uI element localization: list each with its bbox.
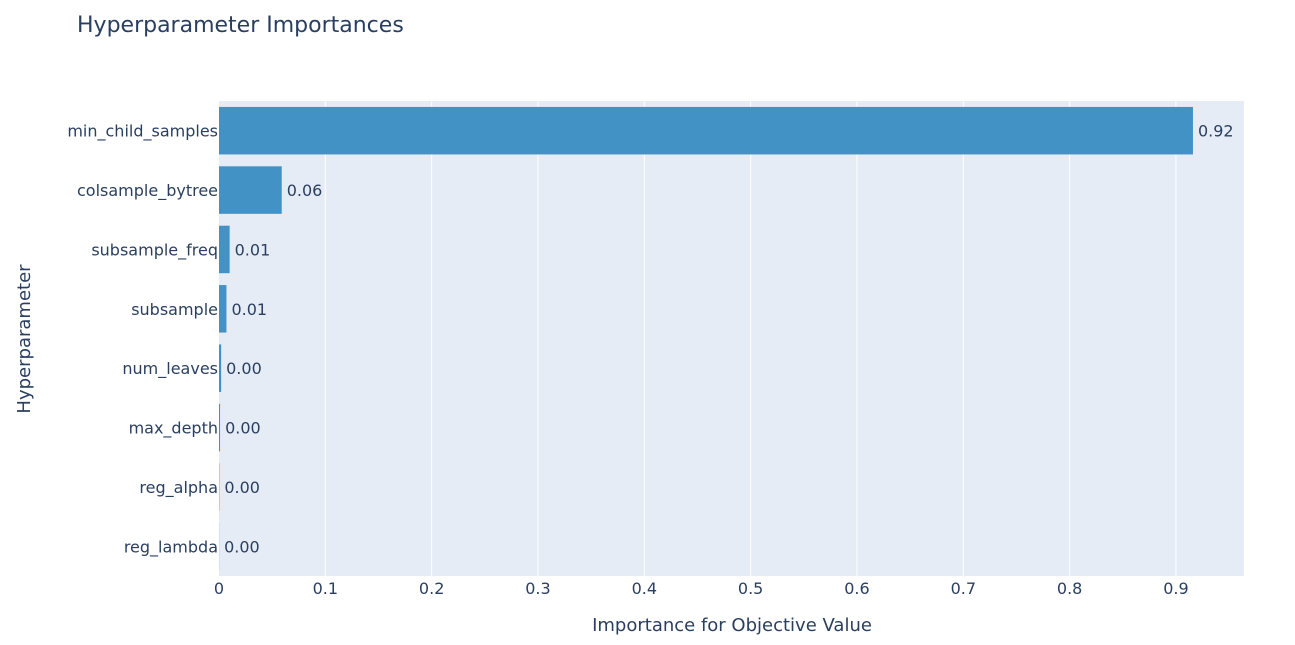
x-axis-ticks: 0 0.1 0.2 0.3 0.4 0.5 0.6 0.7 0.8 0.9 <box>214 579 1189 598</box>
x-tick-label: 0.5 <box>738 579 763 598</box>
bar-value-label: 0.00 <box>225 419 261 438</box>
category-label: num_leaves <box>122 359 218 379</box>
x-tick-label: 0.3 <box>525 579 550 598</box>
y-axis-category-labels: min_child_samples colsample_bytreesubsamp… <box>67 122 218 558</box>
x-tick-label: 0.7 <box>951 579 976 598</box>
category-label: reg_alpha <box>139 478 218 498</box>
x-tick-label: 0 <box>214 579 224 598</box>
category-label: reg_lambda <box>124 537 218 557</box>
bar-max_depth[interactable] <box>219 403 221 452</box>
bar-value-label: 0.06 <box>287 181 323 200</box>
chart-title: Hyperparameter Importances <box>77 13 404 38</box>
x-tick-label: 0.4 <box>632 579 657 598</box>
grid-lines <box>324 101 1177 576</box>
category-label: min_child_samples <box>67 122 218 142</box>
bar-value-label: 0.92 <box>1198 122 1234 141</box>
bar-value-label: 0.00 <box>226 359 262 378</box>
category-label: subsample <box>131 300 218 319</box>
bar-value-labels: 0.92 0.06 0.01 0.01 0.00 0.00 0.00 0.00 <box>224 122 1233 557</box>
bar-colsample_bytree[interactable] <box>219 166 282 214</box>
bar-value-label: 0.01 <box>231 300 267 319</box>
x-tick-label: 0.1 <box>313 579 338 598</box>
x-axis-title: Importance for Objective Value <box>592 615 872 636</box>
x-tick-label: 0.9 <box>1163 579 1188 598</box>
bar-num_leaves[interactable] <box>219 344 222 392</box>
bar-value-label: 0.00 <box>224 478 260 497</box>
bar-subsample_freq[interactable] <box>219 225 230 274</box>
x-tick-label: 0.6 <box>844 579 869 598</box>
y-axis-title: Hyperparameter <box>14 264 35 414</box>
x-tick-label: 0.2 <box>419 579 444 598</box>
category-label: subsample_freq <box>91 240 218 260</box>
plot-area <box>219 101 1244 576</box>
x-tick-label: 0.8 <box>1057 579 1082 598</box>
bar-min_child_samples[interactable] <box>219 106 1193 155</box>
bar-value-label: 0.00 <box>224 537 260 556</box>
bar-value-label: 0.01 <box>235 240 271 259</box>
category-label: max_depth <box>129 419 218 439</box>
bar-subsample[interactable] <box>219 285 227 333</box>
bars <box>219 106 1193 571</box>
category-label: colsample_bytree <box>77 181 218 201</box>
